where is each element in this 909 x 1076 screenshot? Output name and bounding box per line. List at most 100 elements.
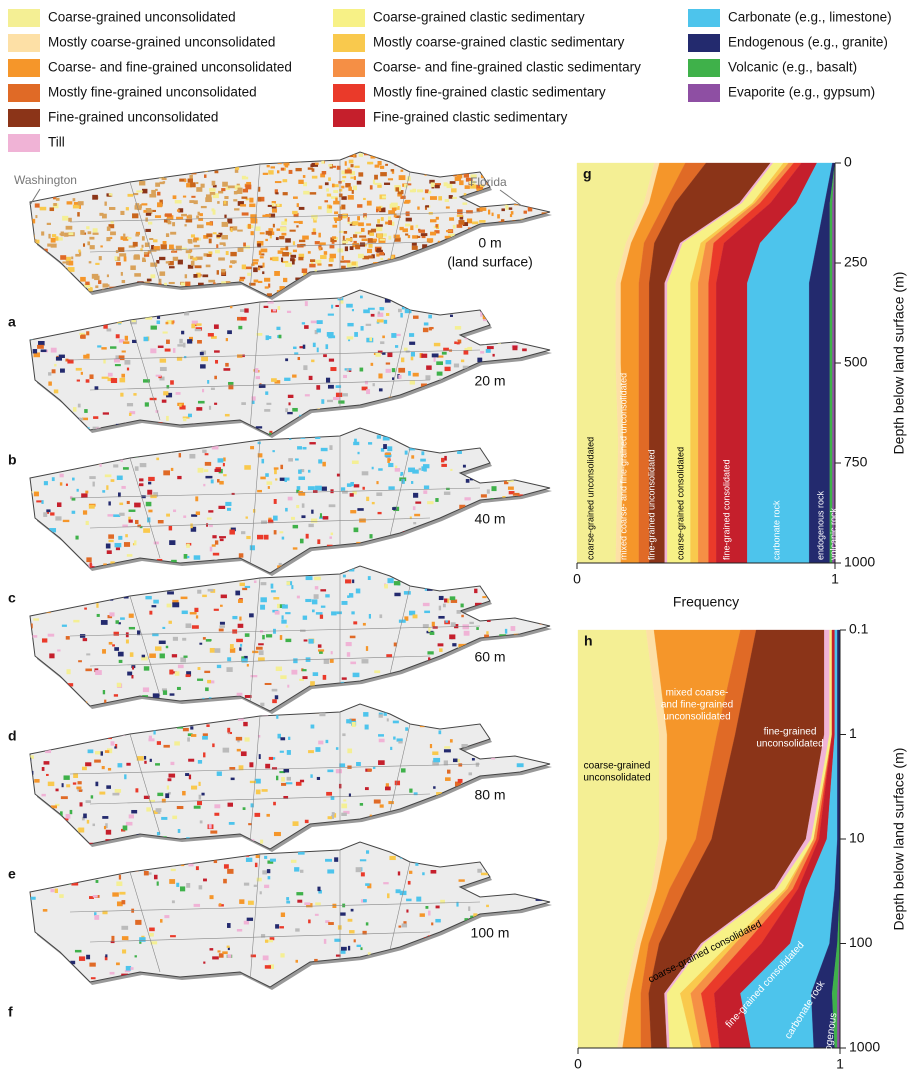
map-patch [547,247,554,250]
map-patch [53,575,55,579]
legend-swatch [333,9,365,27]
map-patch [188,991,191,996]
map-patch [48,953,51,958]
map-patch [133,163,136,165]
map-patch [488,594,492,596]
map-patch [371,229,376,233]
map-patch [43,600,48,603]
map-patch [538,802,544,806]
map-patch [399,966,404,971]
map-patch [409,333,414,337]
map-patch [73,782,76,784]
map-patch [529,834,535,836]
map-patch [60,233,64,235]
map-patch [493,475,495,480]
map-patch [83,306,87,309]
map-patch [303,616,307,620]
map-patch [106,181,110,183]
map-patch [545,300,547,304]
map-patch [423,490,427,494]
map-patch [365,883,369,886]
map-patch [274,271,280,276]
map-patch [447,861,451,863]
map-patch [402,924,407,928]
map-patch [444,749,451,752]
map-patch [425,263,430,265]
map-patch [379,714,383,717]
map-patch [543,342,545,346]
map-patch [546,338,548,340]
map-patch [167,160,173,165]
map-patch [57,649,60,651]
map-patch [221,269,225,272]
map-patch [501,208,504,211]
map-patch [479,207,486,211]
map-patch [151,156,155,158]
map-patch [210,895,214,899]
map-patch [389,297,395,299]
panel-letter: c [8,590,16,606]
map-patch [280,465,283,469]
map-patch [247,664,249,667]
map-patch [211,430,214,434]
map-patch [198,283,204,285]
map-patch [193,157,195,161]
map-patch [310,430,316,433]
map-patch [442,534,446,536]
map-patch [281,571,287,576]
map-patch [272,257,278,261]
map-patch [459,566,464,569]
map-patch [226,338,228,341]
map-patch [183,196,186,198]
map-patch [447,835,453,840]
map-patch [401,402,406,404]
map-patch [45,261,50,264]
map-patch [477,274,482,277]
map-patch [178,302,181,304]
map-patch [265,683,272,685]
map-patch [76,159,81,162]
map-patch [298,470,302,474]
map-patch [199,643,202,645]
map-patch [164,915,169,918]
map-patch [54,389,58,393]
map-patch [264,856,267,859]
map-patch [279,157,286,159]
map-patch [481,873,488,876]
map-patch [200,364,206,368]
map-patch [141,292,144,294]
map-patch [380,166,384,169]
map-patch [261,520,267,523]
map-patch [154,542,159,545]
map-patch [457,575,459,579]
map-patch [19,339,24,342]
map-patch [259,650,264,655]
map-patch [49,600,56,603]
map-patch [454,153,458,156]
map-patch [387,718,389,721]
map-patch [351,262,356,266]
map-patch [347,262,352,267]
map-patch [407,980,411,982]
map-patch [285,246,288,250]
map-patch [546,189,551,193]
map-patch [329,445,332,450]
map-patch [546,169,550,173]
map-patch [241,402,246,405]
map-patch [496,826,501,830]
map-patch [231,778,235,781]
map-patch [31,194,34,198]
map-patch [196,187,202,192]
map-patch [353,279,359,284]
map-patch [402,986,409,989]
map-patch [503,686,506,690]
map-patch [187,339,192,343]
map-patch [453,759,457,763]
legend-swatch [333,109,365,127]
map-patch [357,216,360,220]
map-patch [35,203,40,207]
map-patch [403,284,406,287]
map-patch [261,459,264,464]
map-patch [409,442,413,444]
legend-swatch [8,9,40,27]
